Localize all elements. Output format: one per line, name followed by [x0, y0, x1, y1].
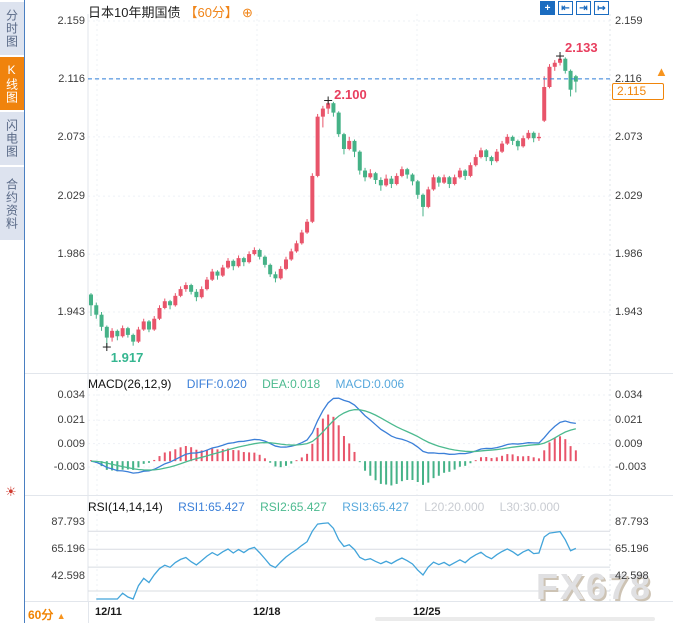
sidebar: 分时图 K线图 闪电图 合约资料	[0, 0, 25, 623]
pan-icon[interactable]: +	[540, 1, 555, 15]
rsi-l30-value: L30:30.000	[499, 500, 560, 514]
rsi3-value: RSI3:65.427	[342, 500, 409, 514]
bottom-cell-separator	[88, 602, 89, 623]
rsi2-value: RSI2:65.427	[260, 500, 327, 514]
low-price-label: 1.917	[110, 350, 144, 366]
current-price-box: 2.115	[612, 83, 664, 100]
zoom-in-icon[interactable]: ⇥	[576, 1, 591, 15]
add-circle-icon[interactable]: ⊕	[241, 5, 253, 20]
rsi1-value: RSI1:65.427	[178, 500, 245, 514]
rsi-l20-value: L20:20.000	[424, 500, 485, 514]
interval-label: 60分	[28, 608, 54, 622]
sidebar-tab-lightning-chart[interactable]: 闪电图	[0, 112, 24, 165]
chart-toolbar: + ⇤ ⇥ ↦	[540, 1, 609, 15]
macd-hist-value: MACD:0.006	[335, 377, 405, 391]
x-axis-date-3: 12/25	[413, 606, 441, 618]
sidebar-tab-contract-info[interactable]: 合约资料	[0, 167, 24, 240]
macd-name: MACD(26,12,9)	[88, 377, 172, 391]
high-price-label: 2.133	[565, 40, 598, 56]
sidebar-tab-kline-chart[interactable]: K线图	[0, 57, 24, 110]
macd-header: MACD(26,12,9) DIFF:0.020 DEA:0.018 MACD:…	[88, 377, 416, 391]
interval-tag: 【60分】	[184, 5, 238, 20]
rsi-header: RSI(14,14,14) RSI1:65.427 RSI2:65.427 RS…	[88, 500, 572, 514]
interval-selector[interactable]: 60分 ▲	[28, 606, 66, 623]
sidebar-tab-time-chart[interactable]: 分时图	[0, 2, 24, 55]
macd-dea-value: DEA:0.018	[262, 377, 321, 391]
jump-to-latest-icon[interactable]: ↦	[594, 1, 609, 15]
chart-title: 日本10年期国债 【60分】 ⊕	[88, 2, 253, 21]
x-axis-date-2: 12/18	[253, 606, 281, 618]
sun-icon[interactable]: ☀	[5, 484, 17, 499]
instrument-name: 日本10年期国债	[88, 5, 181, 20]
price-up-arrow-icon: ▲	[655, 64, 668, 79]
divider-main-macd	[25, 373, 673, 374]
peak-price-label: 2.100	[334, 87, 367, 103]
x-axis-date-1: 12/11	[95, 606, 122, 618]
zoom-out-icon[interactable]: ⇤	[558, 1, 573, 15]
divider-macd-rsi	[25, 495, 673, 496]
macd-diff-value: DIFF:0.020	[186, 377, 247, 391]
divider-rsi-bottom	[25, 601, 673, 602]
horizontal-scrollbar[interactable]	[375, 617, 655, 621]
interval-arrow-icon: ▲	[56, 611, 66, 621]
rsi-name: RSI(14,14,14)	[88, 500, 163, 514]
